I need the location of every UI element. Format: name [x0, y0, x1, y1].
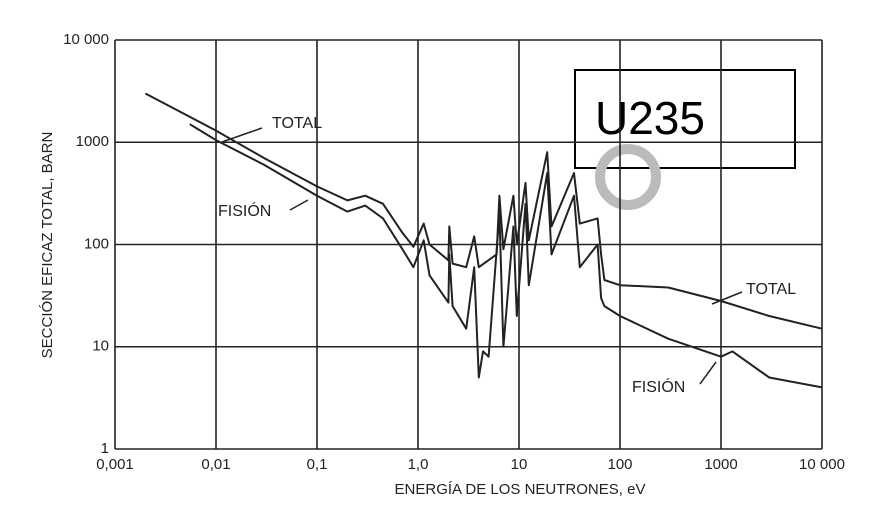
y-tick-label: 1 — [101, 440, 109, 457]
annotation-arrow — [711, 291, 743, 305]
x-tick-label: 1000 — [704, 456, 737, 473]
annotation-text: U235 — [595, 92, 705, 144]
series-label: TOTAL — [746, 281, 796, 298]
x-tick-label: 10 — [511, 456, 528, 473]
series-label: FISIÓN — [632, 377, 685, 396]
y-tick-label: 1000 — [76, 133, 109, 150]
x-tick-label: 0,1 — [307, 456, 328, 473]
y-tick-label: 10 — [92, 338, 109, 355]
x-tick-label: 0,001 — [96, 456, 134, 473]
y-axis-label: SECCIÓN EFICAZ TOTAL, BARN — [39, 132, 56, 359]
series-label: FISIÓN — [218, 201, 271, 220]
annotation-arrow — [699, 361, 717, 385]
x-tick-label: 0,01 — [201, 456, 230, 473]
series-label: TOTAL — [272, 115, 322, 132]
x-tick-label: 10 000 — [799, 456, 845, 473]
x-axis-label: ENERGÍA DE LOS NEUTRONES, eV — [395, 481, 646, 498]
cursor-ring — [595, 144, 661, 210]
x-tick-label: 1,0 — [408, 456, 429, 473]
annotation-arrow — [289, 199, 309, 211]
x-tick-label: 100 — [607, 456, 632, 473]
annotation-arrow — [221, 127, 263, 143]
y-tick-label: 10 000 — [63, 31, 109, 48]
y-tick-label: 100 — [84, 235, 109, 252]
series-line — [189, 123, 823, 389]
